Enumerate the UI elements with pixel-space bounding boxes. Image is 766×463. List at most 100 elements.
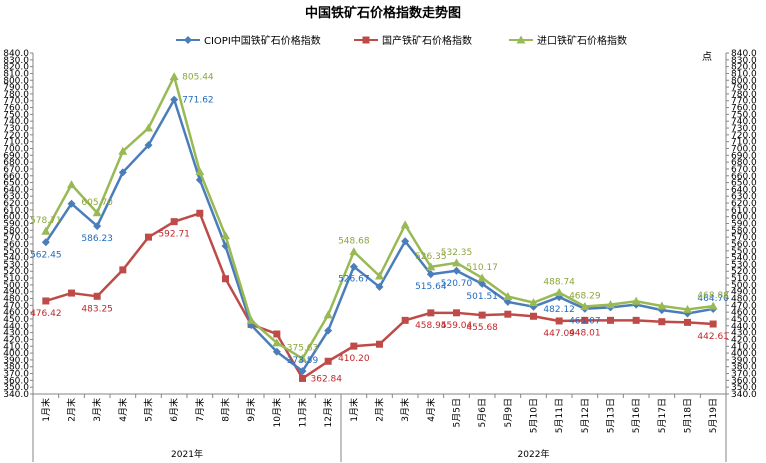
y-tick-label-right: 580.0 [731,226,757,236]
y-tick-label-left: 640.0 [3,185,29,195]
x-tick-label: 8月末 [220,398,232,422]
y-tick-label-right: 430.0 [731,329,757,339]
y-tick-label-left: 350.0 [3,383,29,393]
y-tick-label-left: 450.0 [3,315,29,325]
data-label: 448.01 [569,328,601,338]
y-tick-label-right: 480.0 [731,295,757,305]
data-labels: 562.45 586.23 771.62 373.59 526.67 515.64520.… [30,73,729,385]
data-point [452,258,461,267]
x-tick-label: 5月18日 [683,398,694,433]
y-tick-label-left: 420.0 [3,335,29,345]
y-tick-label-left: 530.0 [3,260,29,270]
x-tick-label: 5月13日 [606,398,617,433]
data-label: 373.59 [287,356,319,366]
data-point [324,357,332,365]
x-tick-label: 5月11日 [554,398,565,433]
y-tick-label-right: 790.0 [731,83,757,93]
y-tick-label-right: 490.0 [731,288,757,298]
data-label: 482.12 [543,305,575,315]
y-tick-label-right: 530.0 [731,260,757,270]
legend-marker [362,36,370,44]
y-tick-label-right: 750.0 [731,110,757,120]
data-label: 515.64 [415,282,447,292]
y-tick-label-right: 370.0 [731,370,757,380]
y-tick-label-left: 400.0 [3,349,29,359]
data-label: 520.70 [441,279,473,289]
data-label: 526.67 [338,275,370,285]
y-tick-label-right: 380.0 [731,363,757,373]
series-line [44,75,714,360]
y-tick-label-left: 370.0 [3,370,29,380]
x-tick-label: 5月17日 [657,398,668,433]
x-tick-label: 5月9日 [503,398,514,427]
data-label: 465.07 [569,317,601,327]
data-label: 458.95 [415,321,447,331]
y-tick-label-right: 590.0 [731,220,757,230]
y-tick-label-left: 410.0 [3,342,29,352]
legend-label: CIOPI中国铁矿石价格指数 [204,34,321,47]
data-label: 526.35 [415,252,447,262]
y-tick-label-right: 410.0 [731,342,757,352]
x-tick-label: 1月末 [348,398,360,422]
legend: CIOPI中国铁矿石价格指数 国产铁矿石价格指数 进口铁矿石价格指数 [176,34,627,47]
y-tick-label-left: 830.0 [3,56,29,66]
y-tick-label-left: 520.0 [3,267,29,277]
y-tick-label-right: 360.0 [731,376,757,386]
data-point [196,209,204,217]
chart-title: 中国铁矿石价格指数走势图 [305,5,461,21]
data-label: 510.17 [466,263,498,273]
x-tick-label: 1月末 [40,398,52,422]
data-point [144,123,153,132]
y-tick-label-right: 620.0 [731,199,757,209]
x-tick-label: 5月12日 [580,398,591,433]
y-tick-label-right: 500.0 [731,281,757,291]
y-tick-label-right: 830.0 [731,56,757,66]
y-tick-label-right: 510.0 [731,274,757,284]
data-label: 488.74 [543,278,575,288]
data-point [272,338,282,347]
data-point [41,238,50,247]
y-tick-label-right: 720.0 [731,131,757,141]
y-tick-label-right: 660.0 [731,172,757,182]
y-tick-label-right: 460.0 [731,308,757,318]
data-point [708,301,718,310]
data-point [170,218,178,226]
data-label: 447.09 [543,329,575,339]
data-label: 410.20 [338,354,370,364]
y-tick-label-left: 500.0 [3,281,29,291]
data-point [273,330,281,338]
data-point [144,141,153,150]
y-tick-label-right: 400.0 [731,349,757,359]
y-tick-label-left: 580.0 [3,226,29,236]
x-group-label: 2021年 [171,448,203,460]
y-tick-label-left: 540.0 [3,254,29,264]
data-label: 459.04 [441,321,473,331]
y-tick-label-left: 780.0 [3,90,29,100]
data-point [170,95,179,104]
y-tick-label-right: 780.0 [731,90,757,100]
y-tick-label-left: 750.0 [3,110,29,120]
y-axis-unit-label: 点 [702,51,712,63]
data-label: 771.62 [182,96,214,106]
data-point [657,301,667,310]
y-tick-label-right: 710.0 [731,138,757,148]
data-point [478,279,487,288]
data-point [632,316,640,324]
y-tick-label-right: 630.0 [731,192,757,202]
y-tick-label-right: 550.0 [731,247,757,257]
data-label: 578.71 [30,216,62,226]
y-tick-label-right: 800.0 [731,76,757,86]
y-tick-label-right: 640.0 [731,185,757,195]
x-tick-label: 11月末 [297,398,309,427]
y-tick-label-left: 390.0 [3,356,29,366]
y-tick-label-right: 650.0 [731,179,757,189]
series-layer [41,72,718,382]
data-point [607,316,614,324]
x-tick-label: 3月末 [91,398,103,422]
data-point [375,282,384,291]
y-tick-label-right: 670.0 [731,165,757,175]
data-point [401,237,410,246]
y-tick-label-right: 700.0 [731,144,757,154]
data-point [41,226,51,235]
